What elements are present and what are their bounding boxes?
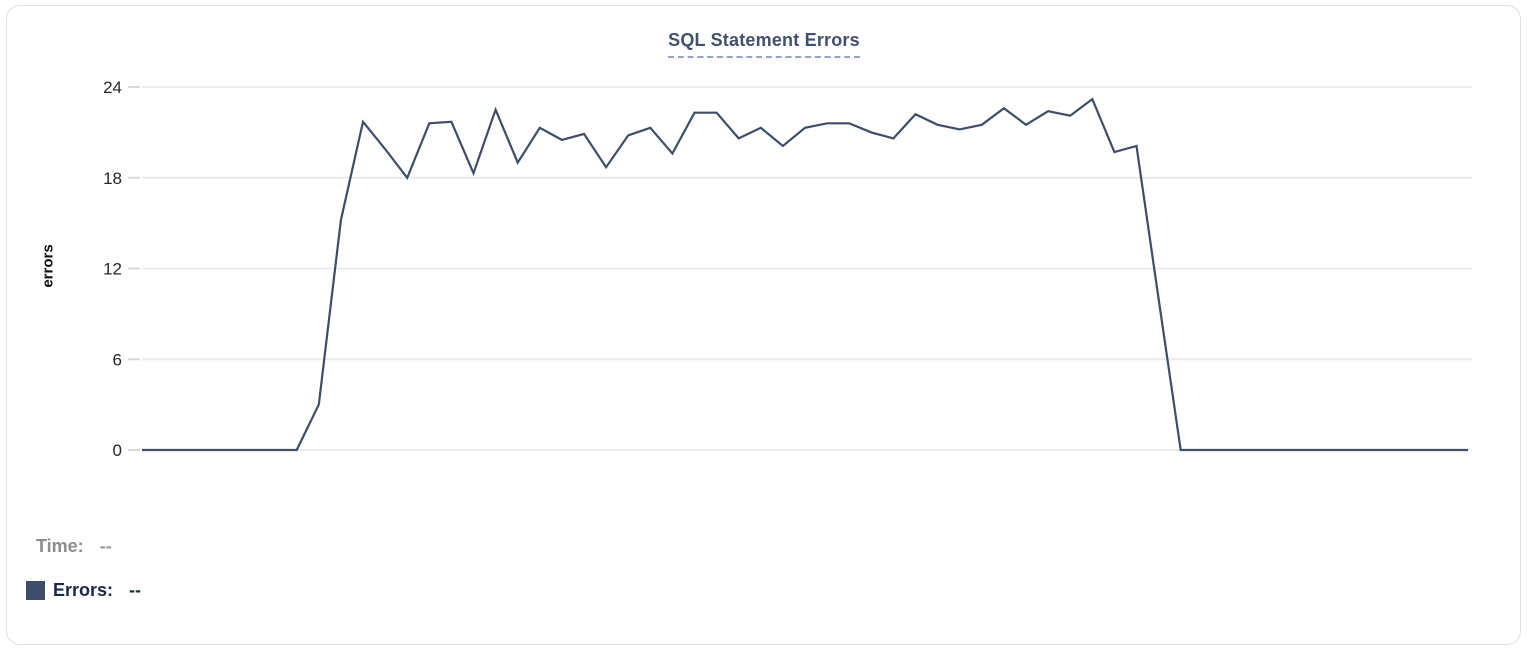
svg-text:24: 24: [103, 78, 122, 97]
errors-series-swatch-icon: [26, 581, 45, 600]
gridlines: [142, 86, 1472, 451]
tooltip-time-label: Time:: [36, 536, 84, 556]
tooltip-time-value: --: [99, 536, 112, 556]
chart-card: [6, 5, 1521, 645]
svg-text:18: 18: [103, 169, 122, 188]
y-axis-tick-labels: 0 6 12 18 24: [103, 78, 122, 460]
tooltip-errors-value: --: [129, 580, 142, 600]
tooltip-time-row: Time: --: [36, 536, 112, 557]
line-chart-plot[interactable]: 061218249:169:179:189:199:209:219:229:23…: [0, 0, 1528, 512]
y-axis-title: errors: [39, 244, 57, 288]
chart-title-wrap: SQL Statement Errors: [0, 30, 1528, 58]
errors-series-line: [142, 97, 1468, 452]
svg-text:0: 0: [113, 441, 122, 460]
svg-text:12: 12: [103, 260, 122, 279]
legend-entry-errors[interactable]: Errors: --: [26, 580, 141, 601]
svg-text:6: 6: [113, 350, 122, 369]
tooltip-errors-label: Errors:: [53, 580, 114, 600]
axis-tick-marks: [128, 86, 140, 451]
chart-title[interactable]: SQL Statement Errors: [668, 30, 860, 58]
